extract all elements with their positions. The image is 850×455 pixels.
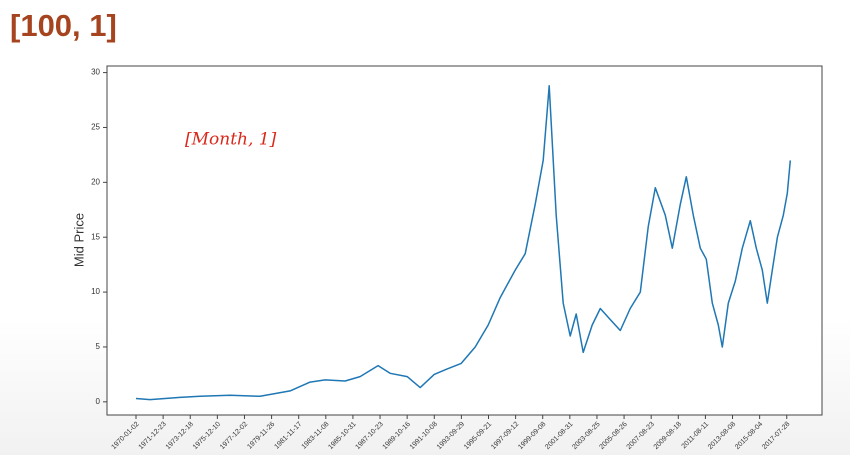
x-tick-label: 2001-08-31 [544,421,574,451]
x-tick-label: 1985-10-31 [327,421,357,451]
x-tick-label: 1989-10-16 [382,421,412,451]
x-tick-label: 1981-11-17 [274,421,304,451]
x-tick-label: 1993-09-29 [436,421,466,451]
slide-title: [100, 1] [10,8,117,43]
x-tick-label: 2003-08-25 [571,421,601,451]
x-tick-label: 2015-08-04 [734,421,764,451]
y-tick-label: 5 [96,342,101,351]
series-line [135,85,792,401]
y-axis-label: Mid Price [71,213,86,267]
x-tick-label: 2011-08-11 [681,421,711,451]
x-tick-label: 2005-08-26 [599,421,629,451]
y-tick-label: 10 [91,287,100,296]
x-tick-label: 2009-08-18 [653,421,683,451]
annotation: [Month, 1] [185,130,277,150]
y-tick-label: 15 [91,232,100,241]
x-tick-label: 1987-10-23 [354,421,384,451]
x-tick-label: 1970-01-02 [110,421,140,451]
x-tick-label: 1999-09-08 [517,421,547,451]
x-tick-label: 1979-11-26 [246,421,276,451]
x-tick-label: 2007-08-23 [626,421,656,451]
x-tick-label: 1991-10-08 [409,421,439,451]
y-tick-label: 25 [91,123,100,132]
x-tick-label: 1997-09-12 [490,421,520,451]
x-tick-label: 1975-12-10 [192,421,222,451]
x-tick-label: 2017-07-28 [761,421,791,451]
y-tick-label: 0 [96,397,101,406]
x-tick-label: 1973-12-18 [165,421,195,451]
y-tick-label: 20 [91,177,100,186]
y-tick-label: 30 [91,68,100,77]
x-tick-label: 1995-09-21 [463,421,493,451]
x-tick-label: 2013-08-08 [707,421,737,451]
plot-frame [106,65,823,416]
x-tick-label: 1977-12-02 [219,421,249,451]
x-tick-label: 1971-12-23 [138,421,168,451]
